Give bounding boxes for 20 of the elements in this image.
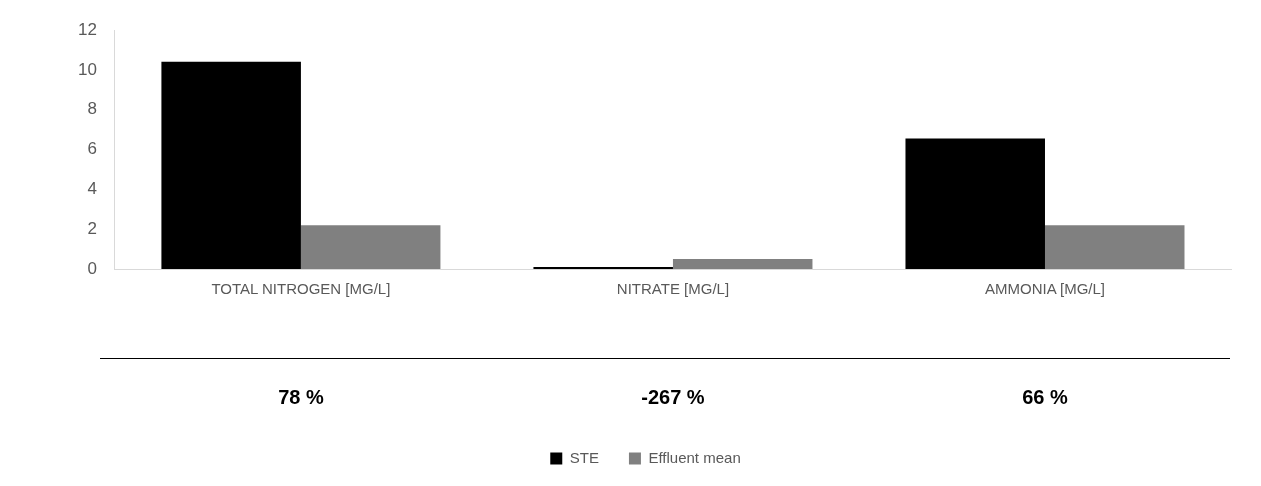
y-tick-label: 8 [87,99,97,119]
text: 66 % [1022,385,1068,408]
y-tick-label: 2 [87,218,97,238]
x-tick-label: NITRATE [MG/L] [616,280,730,298]
text: -267 % [641,385,705,408]
y-tick-label: 10 [77,59,97,79]
y-tick-label: 0 [87,258,97,278]
legend-label: STE [569,448,599,466]
bar [1044,225,1185,269]
y-tick-label: 12 [77,19,97,39]
bar [161,61,301,269]
text: 78 % [278,385,324,408]
y-tick-label: 4 [87,179,97,199]
bar [300,225,441,269]
legend-label: Effluent mean [648,448,741,466]
x-tick-label: AMMONIA [MG/L] [984,280,1105,298]
y-tick-label: 6 [87,139,97,159]
bar [672,259,813,269]
x-tick-label: TOTAL NITROGEN [MG/L] [211,280,391,298]
bar [905,138,1045,269]
